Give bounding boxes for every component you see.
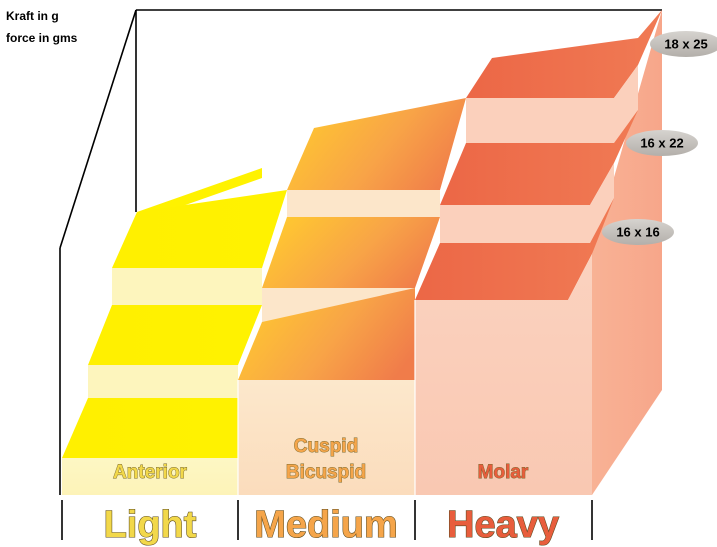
axis-label-line2: force in gms: [6, 31, 78, 45]
force-label-medium: Medium: [254, 504, 398, 546]
region-label-molar: Molar: [478, 462, 529, 483]
region-label-anterior: Anterior: [113, 462, 188, 483]
wire-size-16x16: 16 x 16: [602, 219, 674, 245]
cuspid-column: [238, 98, 466, 495]
wire-size-label-16x16: 16 x 16: [616, 225, 659, 240]
frame: [59, 9, 662, 495]
region-label-cuspid: Cuspid: [294, 436, 358, 457]
molar-column: [415, 10, 662, 495]
axis-label-line1: Kraft in g: [6, 9, 59, 23]
region-label-bicuspid: Bicuspid: [286, 462, 366, 483]
right-side-face: [592, 10, 662, 495]
wire-size-16x22: 16 x 22: [626, 130, 698, 156]
wire-size-18x25: 18 x 25: [650, 31, 717, 57]
force-label-light: Light: [104, 504, 197, 546]
force-label-heavy: Heavy: [447, 504, 559, 546]
scale-ticks: [61, 500, 593, 540]
wire-size-label-18x25: 18 x 25: [664, 37, 707, 52]
anterior-column: [62, 168, 287, 495]
front-dividers: [237, 300, 416, 495]
wire-size-label-16x22: 16 x 22: [640, 136, 683, 151]
